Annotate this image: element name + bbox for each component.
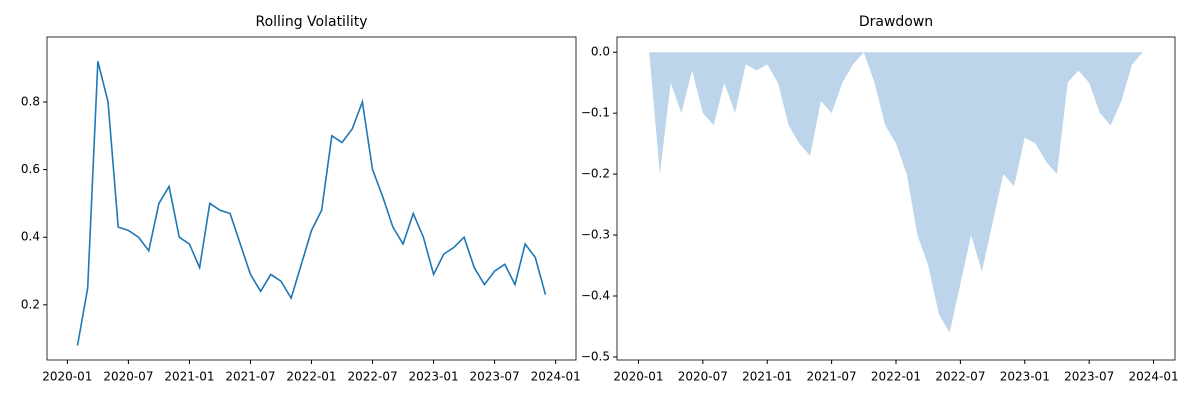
y-tick-label: −0.2 [581, 167, 610, 181]
plot-frame [616, 36, 1176, 361]
x-tick-label: 2023-01 [409, 370, 459, 384]
y-tick-label: −0.1 [581, 106, 610, 120]
y-tick-label: 0.2 [21, 297, 40, 311]
x-tick-label: 2021-07 [225, 370, 275, 384]
y-tick-label: −0.4 [581, 289, 610, 303]
y-tick-label: −0.5 [581, 349, 610, 363]
x-tick-label: 2022-07 [935, 370, 985, 384]
x-tick-label: 2024-01 [1128, 370, 1178, 384]
y-tick-label: −0.3 [581, 228, 610, 242]
y-tick-label: 0.4 [21, 230, 40, 244]
drawdown-area [649, 52, 1143, 333]
x-tick-label: 2021-07 [807, 370, 857, 384]
x-tick-label: 2021-01 [164, 370, 214, 384]
x-tick-label: 2022-01 [871, 370, 921, 384]
x-tick-label: 2022-01 [286, 370, 336, 384]
x-tick-label: 2022-07 [347, 370, 397, 384]
x-tick-label: 2020-07 [103, 370, 153, 384]
x-tick-label: 2023-07 [1064, 370, 1114, 384]
y-tick-label: 0.8 [21, 94, 40, 108]
y-tick-label: 0.6 [21, 162, 40, 176]
x-tick-label: 2021-01 [742, 370, 792, 384]
x-tick-label: 2023-01 [1000, 370, 1050, 384]
volatility-line [76, 61, 547, 346]
x-tick-label: 2024-01 [531, 370, 581, 384]
x-tick-label: 2020-01 [42, 370, 92, 384]
plot-frame [46, 36, 577, 361]
chart-title: Drawdown [859, 14, 933, 30]
x-tick-label: 2020-07 [678, 370, 728, 384]
x-tick-label: 2020-01 [613, 370, 663, 384]
x-tick-label: 2023-07 [470, 370, 520, 384]
chart-title: Rolling Volatility [256, 14, 368, 30]
y-tick-label: 0.0 [591, 45, 610, 59]
